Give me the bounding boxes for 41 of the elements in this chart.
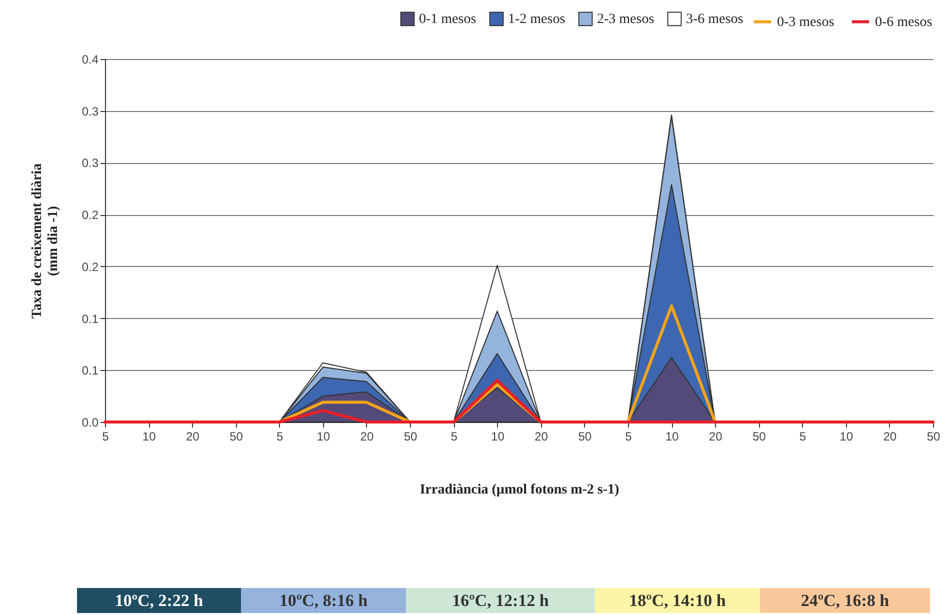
x-tick-label: 20 xyxy=(186,430,200,444)
x-tick-label: 5 xyxy=(450,430,458,444)
x-tick-label: 10 xyxy=(316,430,330,444)
x-tick-label: 5 xyxy=(625,430,632,444)
y-tick-label: 0.2 xyxy=(82,208,99,222)
x-axis-title: Irradiància (µmol fotons m-2 s-1) xyxy=(420,482,620,498)
x-tick-label: 5 xyxy=(799,430,806,444)
y-tick-label: 0.3 xyxy=(82,104,99,118)
x-tick-label: 50 xyxy=(926,430,940,444)
y-tick-label: 0.2 xyxy=(82,260,99,274)
x-tick-label: 20 xyxy=(360,430,374,444)
y-tick-label: 0.4 xyxy=(82,52,99,66)
text: 10ºC, 8:16 h xyxy=(241,588,406,613)
y-tick-label: 0.1 xyxy=(82,312,99,326)
x-tick-label: 10 xyxy=(142,430,156,444)
y-axis-title: Taxa de creixement diària (mm dia -1) xyxy=(30,163,61,319)
x-tick-label: 20 xyxy=(534,430,548,444)
text: 24ºC, 16:8 h xyxy=(760,588,930,613)
y-tick-label: 0.0 xyxy=(82,416,99,430)
x-tick-label: 10 xyxy=(840,430,854,444)
legend-label: 2-3 mesos xyxy=(597,12,654,27)
legend-label: 0-6 mesos xyxy=(875,14,932,30)
text: 16ºC, 12:12 h xyxy=(406,588,595,613)
x-tick-label: 10 xyxy=(491,430,505,444)
legend-label: 3-6 mesos xyxy=(686,12,744,27)
x-tick-label: 5 xyxy=(102,430,110,444)
legend-label: 1-2 mesos xyxy=(508,12,566,27)
legend-label: 0-1 mesos xyxy=(419,12,476,27)
x-tick-label: 20 xyxy=(883,430,897,444)
legend-label: 0-3 mesos xyxy=(777,14,834,30)
y-tick-label: 0.1 xyxy=(82,364,99,378)
x-tick-label: 5 xyxy=(276,430,284,444)
y-tick-label: 0.3 xyxy=(82,156,99,170)
x-tick-label: 20 xyxy=(708,430,723,444)
x-tick-label: 50 xyxy=(578,430,592,444)
x-tick-label: 50 xyxy=(230,430,244,444)
text: 10ºC, 2:22 h xyxy=(77,588,241,613)
x-tick-label: 10 xyxy=(665,430,680,444)
text: 18ºC, 14:10 h xyxy=(595,588,760,613)
x-tick-label: 50 xyxy=(752,430,766,444)
x-tick-label: 50 xyxy=(404,430,418,444)
